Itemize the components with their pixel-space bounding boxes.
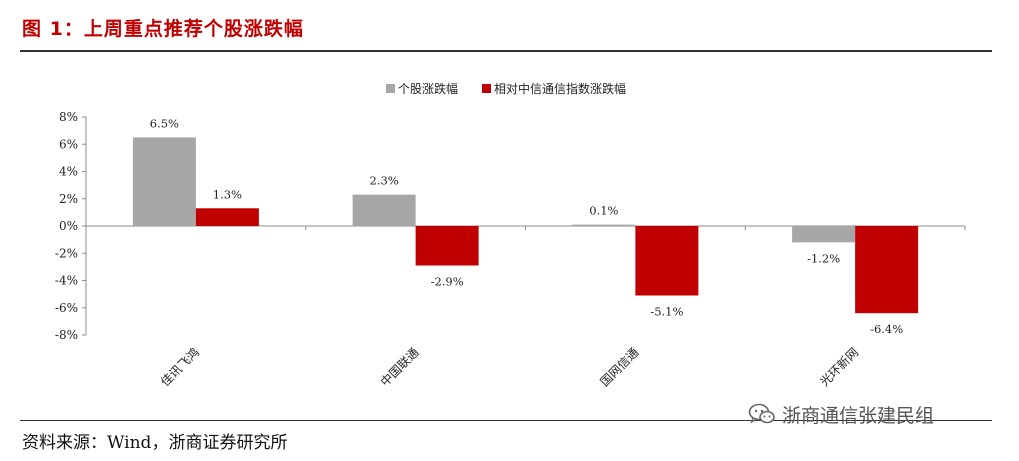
y-tick-label: 6% [59,137,78,151]
data-label-series-2: -6.4% [870,322,903,336]
bar-series-2 [855,226,919,314]
category-labels: 佳讯飞鸿 中国联通 国网信通 光环新网 [158,345,861,390]
chart-title: 图 1：上周重点推荐个股涨跌幅 [22,18,304,40]
bar-series-1 [132,137,196,226]
bar-series-1 [792,226,856,243]
legend: 个股涨跌幅 相对中信通信指数涨跌幅 [386,81,626,96]
data-label-series-1: -1.2% [807,251,840,265]
category-label: 中国联通 [377,345,422,390]
watermark-text: 浙商通信张建民组 [782,404,935,427]
legend-swatch-series-2 [482,84,491,93]
data-label-series-1: 0.1% [589,204,618,218]
category-label: 佳讯飞鸿 [158,345,202,389]
y-tick-label: 4% [59,165,78,179]
data-label-series-1: 6.5% [150,116,179,130]
legend-label-series-2: 相对中信通信指数涨跌幅 [494,81,626,96]
data-label-series-2: -2.9% [431,275,464,289]
bars [132,137,919,314]
bar-series-2 [195,208,259,226]
bar-series-2 [415,226,479,266]
data-label-series-2: 1.3% [213,187,242,201]
bar-series-2 [635,226,699,296]
legend-swatch-series-1 [386,84,395,93]
data-labels: 6.5% 1.3% 2.3% -2.9% 0.1% -5.1% -1.2% -6.4% [150,116,903,336]
bar-series-1 [572,224,636,226]
y-tick-label: -2% [55,246,78,260]
source-note: 资料来源：Wind，浙商证券研究所 [22,433,288,453]
y-tick-label: -8% [55,328,78,342]
y-tick-label: -6% [55,301,78,315]
category-label: 光环新网 [817,345,862,390]
y-tick-label: 8% [59,110,78,124]
bar-series-1 [352,194,416,226]
wechat-icon [748,403,775,424]
data-label-series-2: -5.1% [650,304,683,318]
y-tick-label: 2% [59,192,78,206]
data-label-series-1: 2.3% [370,174,399,188]
category-label: 国网信通 [598,345,642,389]
legend-label-series-1: 个股涨跌幅 [398,81,458,96]
source-divider [20,420,992,421]
y-tick-label: -4% [55,274,78,288]
y-tick-label: 0% [59,219,78,233]
title-divider [20,50,992,52]
watermark: 浙商通信张建民组 [748,398,934,430]
